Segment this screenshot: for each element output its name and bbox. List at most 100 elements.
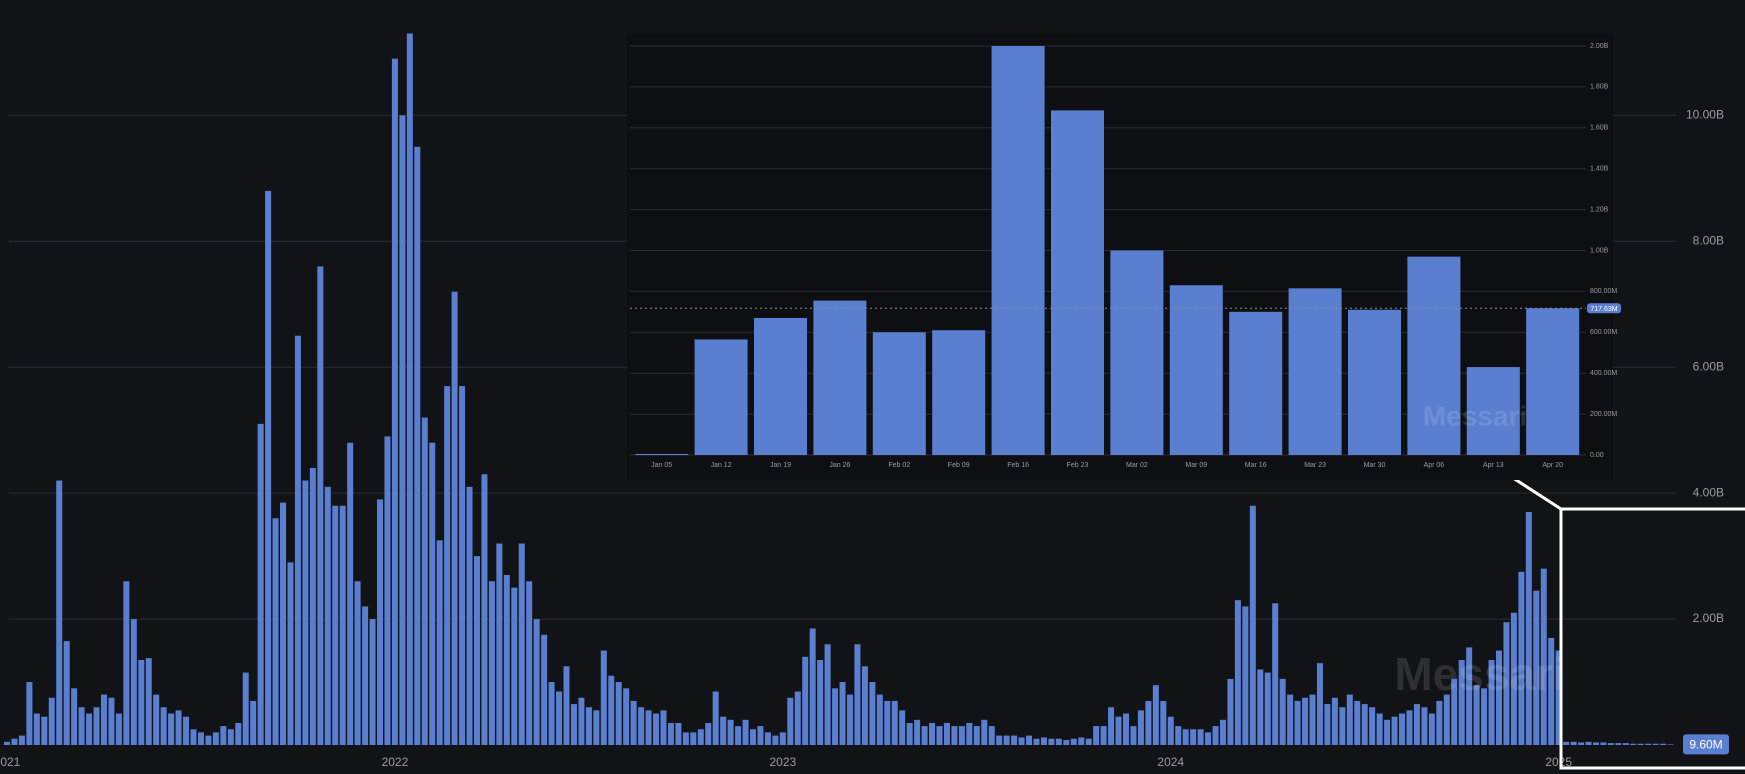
bar: [503, 574, 510, 745]
bar: [764, 732, 771, 745]
bar: [11, 738, 18, 745]
bar: [1227, 678, 1234, 745]
bar: [548, 682, 555, 745]
bar: [459, 386, 466, 745]
bar: [1264, 672, 1271, 745]
x-tick-label: Apr 13: [1483, 462, 1504, 469]
bar: [1518, 571, 1525, 745]
bar: [197, 732, 204, 745]
bar: [1093, 726, 1100, 745]
y-tick-label: 600.00M: [1590, 329, 1617, 336]
bar: [754, 317, 807, 455]
bar: [1407, 256, 1461, 455]
bar: [377, 499, 383, 745]
bar: [257, 423, 264, 745]
bar: [1488, 659, 1495, 745]
x-tick-label: Jan 26: [829, 462, 850, 469]
x-tick-label: Mar 16: [1245, 462, 1267, 469]
bar: [600, 650, 607, 745]
bar: [1667, 744, 1674, 745]
bar: [1384, 719, 1391, 745]
zoom-box: [1559, 507, 1745, 770]
bar: [750, 729, 756, 745]
bar: [1436, 700, 1443, 745]
x-tick-label: Jan 12: [711, 462, 732, 469]
bar: [1145, 700, 1152, 745]
bar: [1160, 700, 1167, 745]
bar: [876, 694, 883, 745]
y-tick-label: 1.60B: [1590, 125, 1609, 132]
bar: [932, 330, 986, 455]
bar: [86, 713, 93, 745]
bar: [1525, 512, 1532, 745]
bar: [175, 710, 182, 745]
x-tick-label: 2025: [1545, 755, 1572, 769]
bar: [205, 735, 212, 745]
bar: [1229, 311, 1283, 455]
bar: [872, 332, 926, 455]
bar: [1003, 735, 1010, 745]
bar: [78, 707, 85, 745]
bar: [1302, 697, 1309, 745]
bar: [556, 691, 563, 745]
x-tick-label: 2023: [769, 755, 796, 769]
bar: [1570, 741, 1577, 745]
bar: [991, 46, 1045, 455]
bar: [280, 502, 287, 745]
bar: [929, 722, 936, 745]
y-tick-label: 2.00B: [1590, 43, 1609, 50]
bar: [1272, 603, 1279, 745]
bar: [1331, 697, 1338, 745]
bar: [1503, 622, 1510, 745]
bar: [906, 722, 913, 745]
x-tick-label: Apr 20: [1542, 462, 1563, 469]
bar: [1294, 700, 1301, 745]
bar: [414, 146, 421, 746]
bar: [1413, 704, 1420, 745]
bar: [1257, 669, 1264, 745]
bar: [1421, 707, 1428, 745]
bar: [354, 581, 361, 745]
bar: [18, 735, 25, 745]
bar: [1637, 743, 1644, 745]
bar: [153, 694, 160, 745]
bar: [488, 581, 495, 745]
bar: [160, 707, 167, 745]
x-tick-label: Feb 02: [888, 462, 910, 469]
zoom-connector: [1509, 474, 1562, 511]
bar: [1033, 738, 1040, 745]
bar: [1540, 568, 1547, 745]
bar: [638, 707, 645, 745]
bar: [1458, 659, 1465, 745]
bar: [802, 656, 809, 745]
bar: [682, 732, 689, 745]
bar: [1279, 678, 1286, 745]
bar: [623, 688, 630, 745]
bar: [1048, 738, 1055, 745]
bar: [1473, 685, 1480, 745]
bar: [1526, 308, 1580, 455]
bar: [1063, 739, 1070, 745]
bar: [645, 710, 652, 745]
y-tick-label: 1.40B: [1590, 166, 1609, 173]
bar: [1339, 707, 1346, 745]
bar: [1592, 742, 1599, 745]
bar: [578, 697, 585, 745]
bar: [1234, 600, 1241, 745]
bar: [1167, 716, 1174, 745]
y-tick-label: 400.00M: [1590, 370, 1617, 377]
bar: [1622, 743, 1629, 745]
x-tick-label: Apr 06: [1424, 462, 1445, 469]
bar: [914, 719, 921, 745]
bar: [593, 710, 600, 745]
bar: [481, 474, 488, 745]
bar: [921, 726, 928, 745]
bar: [1152, 685, 1159, 745]
bar: [1026, 735, 1033, 745]
bar: [1354, 700, 1361, 745]
bar: [294, 335, 301, 745]
bar: [339, 505, 346, 745]
bar: [1078, 737, 1085, 745]
bar: [1100, 726, 1107, 745]
bar: [1555, 650, 1562, 745]
